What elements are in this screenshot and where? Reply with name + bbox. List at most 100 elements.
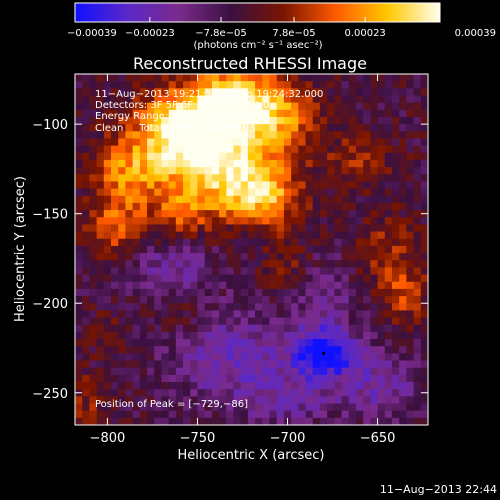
heatmap-cell: [262, 109, 271, 118]
heatmap-cell: [255, 181, 263, 190]
heatmap-cell: [305, 131, 314, 140]
heatmap-cell: [168, 195, 177, 204]
heatmap-cell: [161, 188, 170, 197]
heatmap-cell: [82, 374, 91, 383]
heatmap-cell: [298, 403, 307, 412]
heatmap-cell: [334, 367, 343, 376]
heatmap-cell: [118, 124, 127, 132]
heatmap-cell: [420, 288, 428, 297]
heatmap-cell: [96, 353, 105, 362]
heatmap-cell: [276, 131, 285, 140]
heatmap-cell: [348, 210, 357, 218]
heatmap-cell: [75, 167, 83, 175]
heatmap-cell: [125, 374, 134, 383]
heatmap-cell: [204, 367, 213, 376]
heatmap-cell: [240, 181, 249, 190]
heatmap-cell: [161, 296, 170, 304]
heatmap-cell: [291, 382, 299, 390]
heatmap-cell: [399, 145, 407, 154]
heatmap-cell: [103, 181, 112, 190]
heatmap-cell: [233, 331, 242, 340]
heatmap-cell: [341, 138, 350, 147]
heatmap-cell: [82, 102, 91, 111]
heatmap-cell: [175, 88, 184, 97]
heatmap-cell: [226, 267, 235, 276]
heatmap-cell: [132, 367, 141, 376]
heatmap-cell: [406, 88, 415, 97]
heatmap-cell: [305, 245, 314, 254]
heatmap-cell: [319, 167, 328, 175]
heatmap-cell: [291, 102, 299, 111]
heatmap-cell: [89, 403, 98, 412]
heatmap-cell: [355, 124, 364, 132]
heatmap-cell: [319, 389, 328, 397]
heatmap-cell: [147, 267, 155, 276]
heatmap-cell: [175, 367, 184, 376]
heatmap-cell: [276, 281, 285, 290]
heatmap-cell: [327, 353, 335, 362]
heatmap-cell: [348, 116, 357, 125]
heatmap-cell: [276, 417, 285, 425]
heatmap-cell: [283, 109, 292, 118]
heatmap-cell: [197, 202, 206, 211]
heatmap-cell: [291, 145, 299, 154]
heatmap-cell: [75, 353, 83, 362]
heatmap-cell: [111, 374, 119, 383]
heatmap-cell: [413, 339, 422, 347]
heatmap-cell: [211, 253, 220, 261]
heatmap-cell: [327, 260, 335, 269]
heatmap-cell: [341, 303, 350, 311]
heatmap-cell: [298, 267, 307, 276]
heatmap-cell: [211, 174, 220, 183]
heatmap-cell: [211, 331, 220, 340]
heatmap-cell: [175, 346, 184, 354]
heatmap-cell: [348, 389, 357, 397]
heatmap-cell: [384, 95, 393, 104]
heatmap-cell: [305, 389, 314, 397]
heatmap-cell: [226, 217, 235, 226]
heatmap-cell: [96, 367, 105, 376]
heatmap-cell: [82, 159, 91, 168]
heatmap-cell: [370, 152, 379, 161]
heatmap-cell: [154, 210, 163, 218]
heatmap-cell: [75, 324, 83, 333]
heatmap-cell: [276, 403, 285, 412]
heatmap-cell: [111, 188, 119, 197]
heatmap-cell: [103, 317, 112, 326]
heatmap-cell: [348, 403, 357, 412]
heatmap-cell: [291, 417, 299, 425]
heatmap-cell: [204, 238, 213, 247]
heatmap-cell: [370, 417, 379, 425]
heatmap-cell: [420, 224, 428, 233]
heatmap-cell: [255, 403, 263, 412]
heatmap-cell: [197, 231, 206, 240]
heatmap-cell: [175, 382, 184, 390]
heatmap-cell: [183, 389, 191, 397]
heatmap-cell: [89, 210, 98, 218]
heatmap-cell: [118, 288, 127, 297]
heatmap-cell: [240, 382, 249, 390]
heatmap-cell: [413, 138, 422, 147]
heatmap-cell: [226, 296, 235, 304]
heatmap-cell: [370, 95, 379, 104]
heatmap-cell: [363, 403, 371, 412]
heatmap-cell: [319, 131, 328, 140]
heatmap-cell: [341, 124, 350, 132]
heatmap-cell: [327, 131, 335, 140]
colorbar-tick-label: 7.8e−05: [272, 28, 315, 39]
heatmap-cell: [276, 74, 285, 82]
heatmap-cell: [413, 174, 422, 183]
heatmap-cell: [406, 253, 415, 261]
heatmap-cell: [139, 403, 148, 412]
heatmap-cell: [262, 217, 271, 226]
heatmap-cell: [190, 410, 199, 419]
heatmap-cell: [312, 124, 321, 132]
heatmap-cell: [377, 360, 386, 369]
heatmap-cell: [96, 188, 105, 197]
heatmap-cell: [406, 367, 415, 376]
heatmap-cell: [305, 145, 314, 154]
heatmap-cell: [298, 303, 307, 311]
heatmap-cell: [175, 281, 184, 290]
heatmap-cell: [399, 95, 407, 104]
heatmap-cell: [269, 238, 278, 247]
